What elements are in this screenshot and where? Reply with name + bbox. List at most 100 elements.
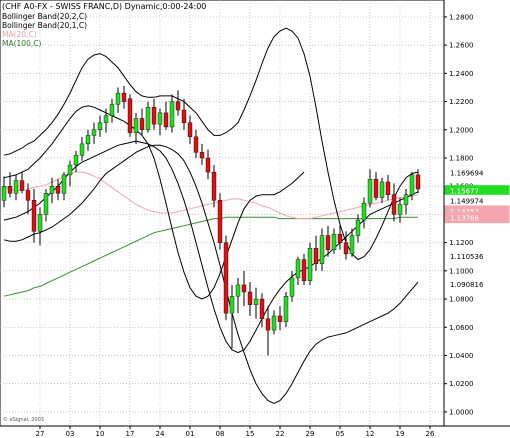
bollinger-band-layer — [3, 27, 419, 404]
price-tag-label: 1.149974 — [450, 197, 484, 205]
candle-body-down — [175, 101, 181, 111]
price-tag-label: 1.14252 — [450, 208, 479, 216]
price-tag-bg — [444, 278, 510, 290]
x-tick-label: 12 — [366, 430, 375, 438]
candle — [385, 174, 391, 201]
candle-body-up — [145, 107, 151, 130]
candle — [397, 197, 403, 223]
y-tick-label: 1.0600 — [449, 324, 474, 332]
y-tick-label: 1.1800 — [449, 154, 474, 162]
candle-body-down — [337, 233, 343, 243]
candle — [169, 94, 175, 133]
candle — [193, 129, 199, 158]
candle — [295, 256, 301, 285]
candle-body-up — [1, 185, 7, 201]
candle-body-up — [37, 214, 43, 232]
candle-body-up — [67, 164, 73, 176]
candle — [325, 225, 331, 257]
candle-body-down — [217, 200, 223, 243]
x-tick-label: 22 — [276, 430, 285, 438]
price-tag-bg — [444, 167, 510, 179]
candle — [217, 193, 223, 250]
y-tick-label: 1.0400 — [449, 352, 474, 360]
candle-body-up — [271, 315, 277, 331]
candle — [55, 179, 61, 201]
candle-body-up — [319, 235, 325, 264]
candle — [175, 90, 181, 116]
candle-body-up — [289, 277, 295, 297]
candle-body-up — [229, 296, 235, 314]
candle — [337, 225, 343, 250]
candle-body-up — [49, 185, 55, 194]
candle — [259, 293, 265, 328]
price-tag-label: 1.090816 — [450, 281, 484, 289]
y-tick-label: 1.2800 — [449, 13, 474, 21]
candle-body-down — [199, 152, 205, 159]
candle-body-down — [7, 185, 13, 194]
candle — [133, 112, 139, 144]
x-tick-label: 01 — [186, 430, 195, 438]
grid-layer — [0, 0, 444, 426]
candle — [253, 287, 259, 319]
candle-body-down — [325, 235, 331, 250]
candle — [223, 235, 229, 321]
candle-body-up — [97, 122, 103, 130]
price-tag: 1.149974 — [444, 194, 510, 206]
candle-body-up — [91, 129, 97, 136]
candle — [331, 228, 337, 254]
y-tick-label: 1.2200 — [449, 98, 474, 106]
x-tick-label: 26 — [426, 430, 435, 438]
candle — [229, 284, 235, 349]
legend-ma-20: MA(20,C) — [2, 30, 37, 39]
candle-body-down — [415, 174, 421, 190]
candle-body-up — [133, 118, 139, 133]
candle-body-down — [205, 157, 211, 173]
candle — [61, 172, 67, 201]
candle-body-up — [331, 233, 337, 250]
candle — [319, 228, 325, 271]
candle — [151, 98, 157, 130]
ma20-line — [3, 171, 419, 220]
candle — [307, 242, 313, 285]
candle-body-down — [259, 298, 265, 319]
price-tag: 1.169694 — [444, 167, 510, 179]
candle — [241, 270, 247, 307]
x-tick-label: 29 — [306, 430, 315, 438]
candle-body-down — [31, 200, 37, 232]
candle — [355, 214, 361, 243]
candle — [7, 172, 13, 198]
candle-body-down — [343, 242, 349, 255]
candle — [37, 207, 43, 246]
candle-body-down — [187, 122, 193, 138]
candle — [187, 115, 193, 144]
candle — [13, 174, 19, 201]
candle-body-up — [169, 101, 175, 128]
candle — [145, 101, 151, 133]
ma100-line — [3, 216, 418, 297]
candle-body-up — [109, 104, 115, 116]
candle — [163, 101, 169, 130]
candle-body-down — [391, 194, 397, 215]
candle — [403, 189, 409, 215]
price-tag-bg — [444, 250, 510, 262]
candle-body-down — [151, 107, 157, 125]
candle-body-up — [367, 178, 373, 204]
y-tick-label: 1.1000 — [449, 267, 474, 275]
candle-body-up — [397, 204, 403, 215]
candle — [361, 197, 367, 229]
x-tick-label: 03 — [66, 430, 75, 438]
y-tick-label: 1.2000 — [449, 126, 474, 134]
candle-body-up — [157, 112, 163, 125]
legend-ma-100: MA(100,C) — [2, 39, 41, 48]
candle-body-up — [43, 193, 49, 215]
candle-body-down — [223, 242, 229, 314]
candle — [73, 150, 79, 173]
y-tick-label: 1.2600 — [449, 42, 474, 50]
candle — [211, 165, 217, 208]
candle — [313, 235, 319, 271]
y-tick-label: 1.0800 — [449, 296, 474, 304]
candle — [181, 98, 187, 130]
candle — [79, 136, 85, 161]
